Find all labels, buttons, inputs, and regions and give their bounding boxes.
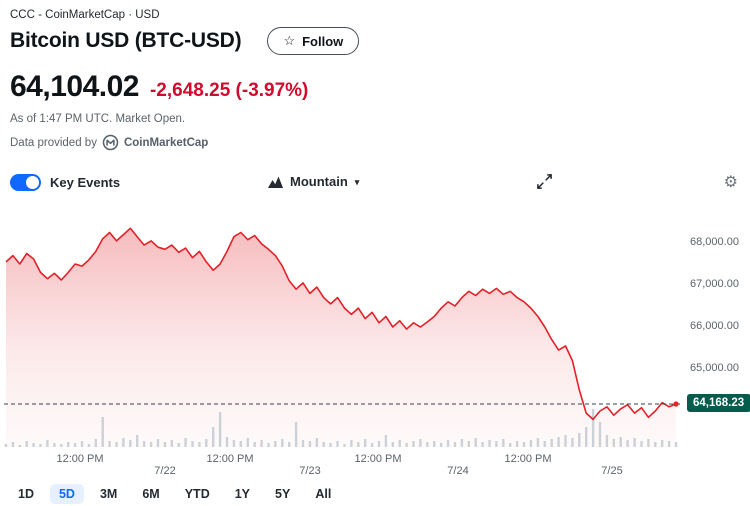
as-of-text: As of 1:47 PM UTC. Market Open. <box>10 113 186 125</box>
follow-button[interactable]: ☆ Follow <box>267 27 360 55</box>
title-row: Bitcoin USD (BTC-USD) ☆ Follow <box>10 27 360 55</box>
chart-type-label: Mountain <box>290 174 348 189</box>
chart-canvas[interactable] <box>0 205 690 452</box>
range-button-5d[interactable]: 5D <box>49 484 84 504</box>
chart-controls: Key Events Mountain ▾ ⚙ <box>0 172 750 198</box>
x-axis-label: 12:00 PM <box>56 453 104 465</box>
mountain-chart-icon <box>268 176 283 188</box>
last-price-dot <box>673 401 679 407</box>
data-provider-name[interactable]: CoinMarketCap <box>123 136 209 149</box>
y-axis-label: 68,000.00 <box>690 236 739 249</box>
range-button-6m[interactable]: 6M <box>142 487 160 501</box>
x-axis-label: 7/25 <box>601 465 623 477</box>
x-axis-label: 7/24 <box>447 465 469 477</box>
volume-bars <box>4 409 678 447</box>
price-area-fill <box>6 228 676 447</box>
x-axis-label: 12:00 PM <box>504 453 552 465</box>
x-axis-label: 12:00 PM <box>206 453 254 465</box>
range-button-3m[interactable]: 3M <box>99 487 118 501</box>
price-change: -2,648.25 (-3.97%) <box>149 80 309 101</box>
chart-type-dropdown[interactable]: Mountain ▾ <box>268 174 359 189</box>
key-events-label: Key Events <box>50 175 121 190</box>
coinmarketcap-logo-icon <box>102 134 119 151</box>
price-line <box>5 227 677 421</box>
price-chart[interactable]: 64,168.23 68,000.00 67,000.00 66,000.00 65,… <box>0 205 750 480</box>
toggle-knob <box>26 176 39 189</box>
chevron-down-icon: ▾ <box>354 177 360 187</box>
key-events-control: Key Events <box>10 174 120 191</box>
follow-button-label: Follow <box>302 33 344 49</box>
star-icon: ☆ <box>283 33 296 48</box>
current-price: 64,104.02 <box>10 70 139 103</box>
y-axis-label: 65,000.00 <box>690 362 739 375</box>
range-button-1y[interactable]: 1Y <box>234 487 251 501</box>
range-button-1d[interactable]: 1D <box>18 487 34 501</box>
range-selector: 1D 5D 3M 6M YTD 1Y 5Y All <box>9 484 340 504</box>
breadcrumb: CCC - CoinMarketCap · USD <box>10 9 160 21</box>
price-row: 64,104.02 -2,648.25 (-3.97%) <box>10 70 308 104</box>
data-provider-prefix: Data provided by <box>10 136 97 149</box>
range-button-5y[interactable]: 5Y <box>275 487 291 501</box>
fullscreen-expand-icon[interactable] <box>536 173 553 195</box>
range-button-ytd[interactable]: YTD <box>184 487 210 501</box>
page-title: Bitcoin USD (BTC-USD) <box>10 29 242 52</box>
key-events-toggle[interactable] <box>10 174 41 191</box>
y-axis-label: 66,000.00 <box>690 320 739 333</box>
range-button-all[interactable]: All <box>315 487 332 501</box>
current-price-badge: 64,168.23 <box>687 393 750 412</box>
y-axis-label: 67,000.00 <box>690 278 739 291</box>
x-axis-label: 7/23 <box>299 465 321 477</box>
x-axis-label: 12:00 PM <box>354 453 402 465</box>
x-axis-label: 7/22 <box>154 465 176 477</box>
data-provider: Data provided by CoinMarketCap <box>10 134 208 151</box>
settings-gear-icon[interactable]: ⚙ <box>723 174 738 191</box>
